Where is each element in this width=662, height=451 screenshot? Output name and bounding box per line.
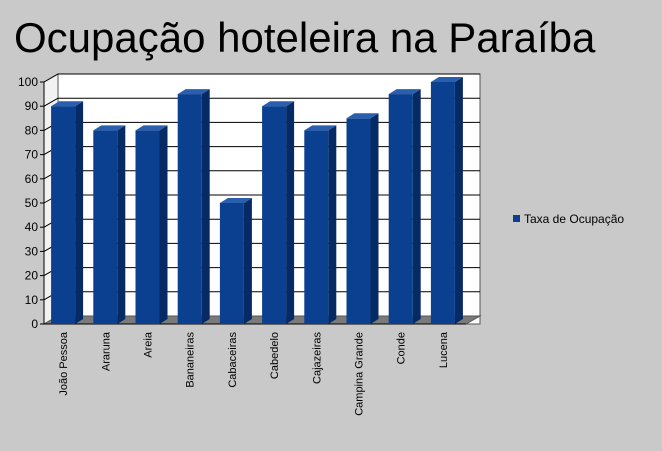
bar: [93, 125, 126, 325]
bar: [388, 89, 421, 324]
bar: [346, 113, 379, 324]
gridline-side: [43, 97, 59, 107]
x-tick-label: João Pessoa: [58, 331, 70, 395]
bar-front: [219, 203, 244, 324]
bar-side: [201, 89, 210, 324]
x-tick-label: Cajazeiras: [311, 332, 323, 384]
y-tick-label: 20: [25, 269, 39, 283]
bar-front: [135, 130, 160, 324]
y-tick-label: 10: [25, 293, 39, 307]
bar-side: [159, 125, 168, 325]
x-tick-label: Cabaceiras: [227, 332, 239, 388]
y-tick-label: 30: [25, 244, 39, 258]
legend: Taxa de Ocupação: [513, 212, 624, 226]
y-tick-label: 80: [25, 123, 39, 137]
bar-side: [286, 101, 295, 324]
bar-side: [454, 77, 463, 324]
bar-front: [346, 118, 371, 324]
bar-front: [51, 106, 76, 324]
chart-title: Ocupação hoteleira na Paraíba: [14, 14, 596, 61]
bar: [262, 101, 295, 324]
x-tick-label: Campina Grande: [354, 332, 366, 416]
bar-front: [93, 130, 118, 324]
bar-top: [304, 125, 337, 131]
bar-top: [219, 198, 252, 203]
bar-side: [370, 113, 379, 324]
bar-side: [117, 125, 126, 325]
bar-top: [135, 125, 168, 131]
bar-top: [177, 89, 210, 95]
bar-front: [262, 106, 287, 324]
x-tick-label: Bananeiras: [185, 332, 197, 388]
y-tick-label: 60: [25, 172, 39, 186]
x-axis-labels: João Pessoa Araruna Areia Bananeiras Cabacei…: [58, 331, 450, 416]
bar: [430, 77, 463, 324]
x-tick-label: Areia: [143, 331, 155, 358]
bar: [304, 125, 337, 325]
bar-front: [388, 94, 413, 324]
bar-side: [412, 89, 421, 324]
bars: [51, 77, 463, 325]
y-tick-label: 40: [25, 220, 39, 234]
bar: [177, 89, 210, 324]
x-tick-label: Araruna: [100, 331, 112, 371]
legend-swatch: [513, 215, 520, 222]
bar: [219, 198, 252, 324]
x-tick-label: Cabedelo: [269, 332, 281, 379]
x-tick-label: Lucena: [438, 331, 450, 368]
bar-side: [75, 101, 84, 324]
bar-side: [243, 198, 252, 324]
y-tick-label: 0: [31, 317, 38, 331]
bar: [51, 101, 84, 324]
x-tick-label: Conde: [396, 332, 408, 364]
y-tick-label: 100: [18, 75, 38, 89]
bar-top: [430, 77, 463, 82]
bar-front: [430, 82, 455, 324]
bar-front: [177, 94, 202, 324]
gridline-side: [43, 73, 59, 83]
y-tick-label: 50: [25, 196, 39, 210]
bar-top: [93, 125, 126, 131]
bar-side: [328, 125, 337, 325]
y-axis-ticks: 0 10 20 30 40 50 60 70 80 90 100: [18, 75, 38, 331]
bar-front: [304, 130, 329, 324]
legend-label: Taxa de Ocupação: [524, 212, 624, 226]
bar-top: [388, 89, 421, 95]
y-tick-label: 90: [25, 99, 39, 113]
bar: [135, 125, 168, 325]
y-tick-label: 70: [25, 148, 39, 162]
bar-top: [262, 101, 295, 107]
bar-top: [346, 113, 379, 119]
bar-top: [51, 101, 84, 107]
